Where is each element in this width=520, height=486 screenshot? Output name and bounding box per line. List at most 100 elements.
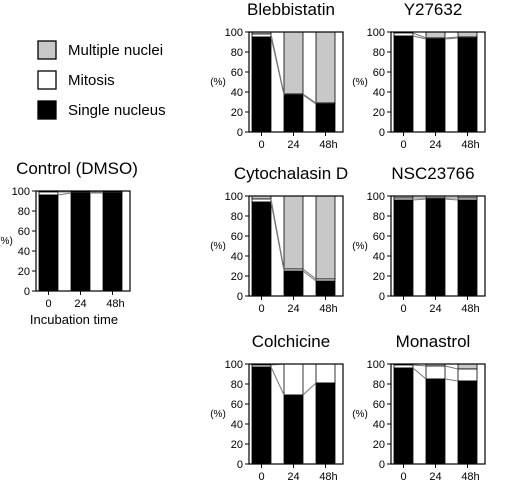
y-axis-label: (%)	[0, 236, 13, 247]
connector-single	[444, 378, 459, 382]
y-tick-label: 40	[373, 251, 385, 263]
y-tick-label: 80	[373, 47, 385, 59]
bar-mitosis	[457, 368, 478, 382]
y-tick-label: 20	[18, 266, 30, 278]
bar-single-nucleus	[393, 367, 414, 465]
y-tick-label: 20	[373, 107, 385, 119]
bar-mitosis	[38, 191, 59, 196]
y-axis-label: (%)	[210, 77, 226, 88]
bar-single-nucleus	[457, 37, 478, 133]
x-tick-label: 24	[429, 139, 441, 151]
connector-mitosis	[302, 93, 317, 104]
legend-swatch	[37, 70, 57, 90]
x-tick-label: 48h	[319, 303, 337, 315]
chart-title: NSC23766	[391, 164, 474, 183]
bar-single-nucleus	[425, 378, 446, 465]
bar-mitosis	[315, 363, 336, 384]
legend: Multiple nuclei Mitosis Single nucleus	[37, 40, 166, 120]
y-tick-label: 40	[231, 87, 243, 99]
y-tick-label: 100	[367, 359, 385, 371]
connector-mitosis	[444, 36, 459, 39]
bar-multiple-nuclei	[457, 31, 478, 38]
y-tick-label: 60	[373, 231, 385, 243]
y-tick-label: 60	[231, 231, 243, 243]
bar-single-nucleus	[251, 36, 272, 133]
x-tick-label: 0	[400, 303, 406, 315]
x-axis-label: Incubation time	[30, 312, 118, 327]
x-tick-label: 48h	[461, 139, 479, 151]
y-axis-label: (%)	[352, 409, 368, 420]
bar-single-nucleus	[315, 103, 336, 133]
y-tick-label: 100	[225, 359, 243, 371]
y-tick-label: 60	[231, 399, 243, 411]
y-tick-label: 0	[237, 291, 243, 303]
y-tick-label: 60	[373, 67, 385, 79]
connector-single	[412, 35, 427, 40]
y-axis-label: (%)	[352, 77, 368, 88]
bar-mitosis	[425, 365, 446, 380]
connector-mitosis	[444, 365, 459, 370]
y-tick-label: 60	[18, 226, 30, 238]
x-tick-label: 24	[287, 471, 299, 483]
bar-single-nucleus	[251, 366, 272, 465]
y-tick-label: 0	[379, 291, 385, 303]
chart-title: Y27632	[404, 0, 463, 19]
y-tick-label: 0	[379, 127, 385, 139]
plot-frame	[248, 363, 344, 465]
x-tick-label: 24	[429, 303, 441, 315]
bar-multiple-nuclei	[283, 31, 304, 95]
plot-frame	[390, 363, 486, 465]
connector-single	[302, 94, 317, 105]
chart-panel: Cytochalasin D (%) 0 20 40 60 80 100 0 24 48h	[210, 164, 348, 315]
x-tick-label: 0	[258, 139, 264, 151]
y-tick-label: 0	[237, 459, 243, 471]
x-tick-label: 0	[258, 303, 264, 315]
x-tick-label: 0	[45, 298, 51, 310]
y-tick-label: 100	[12, 186, 30, 198]
y-tick-label: 20	[231, 271, 243, 283]
bar-multiple-nuclei	[315, 31, 336, 104]
x-tick-label: 48h	[319, 471, 337, 483]
y-tick-label: 0	[237, 127, 243, 139]
x-tick-label: 24	[287, 139, 299, 151]
x-tick-label: 24	[74, 298, 86, 310]
plot-frame	[390, 195, 486, 297]
bar-single-nucleus	[425, 198, 446, 297]
connector-mitosis	[412, 32, 427, 39]
bar-multiple-nuclei	[457, 363, 478, 370]
y-axis-label: (%)	[352, 241, 368, 252]
chart-title: Control (DMSO)	[16, 159, 138, 178]
x-tick-label: 24	[287, 303, 299, 315]
plot-frame	[35, 190, 131, 292]
bar-single-nucleus	[283, 270, 304, 297]
bar-mitosis	[393, 32, 414, 37]
bar-mitosis	[283, 363, 304, 396]
bar-single-nucleus	[38, 194, 59, 292]
x-tick-label: 0	[400, 139, 406, 151]
y-tick-label: 0	[24, 286, 30, 298]
y-tick-label: 40	[231, 251, 243, 263]
chart-title: Blebbistatin	[247, 0, 335, 19]
bar-single-nucleus	[393, 199, 414, 297]
y-tick-label: 20	[373, 271, 385, 283]
bar-single-nucleus	[457, 380, 478, 465]
connector-single	[412, 198, 427, 201]
chart-panel: NSC23766 (%) 0 20 40 60 80 100 0 24 48h	[352, 164, 486, 315]
panels: Control (DMSO) (%) 0 20 40 60 80 100 0 24 48h Blebb…	[0, 0, 486, 483]
y-tick-label: 20	[231, 107, 243, 119]
bar-single-nucleus	[315, 280, 336, 297]
chart-panel: Control (DMSO) (%) 0 20 40 60 80 100 0 24 48h	[0, 159, 138, 310]
y-tick-label: 20	[231, 439, 243, 451]
y-tick-label: 100	[367, 191, 385, 203]
connector-single	[57, 192, 72, 196]
bar-single-nucleus	[283, 394, 304, 465]
legend-label: Single nucleus	[68, 102, 166, 119]
y-tick-label: 80	[373, 211, 385, 223]
x-tick-label: 0	[400, 471, 406, 483]
plot-frame	[248, 195, 344, 297]
y-tick-label: 60	[373, 399, 385, 411]
x-tick-label: 24	[429, 471, 441, 483]
connector-single	[270, 366, 285, 396]
plot-frame	[248, 31, 344, 133]
x-tick-label: 48h	[461, 471, 479, 483]
